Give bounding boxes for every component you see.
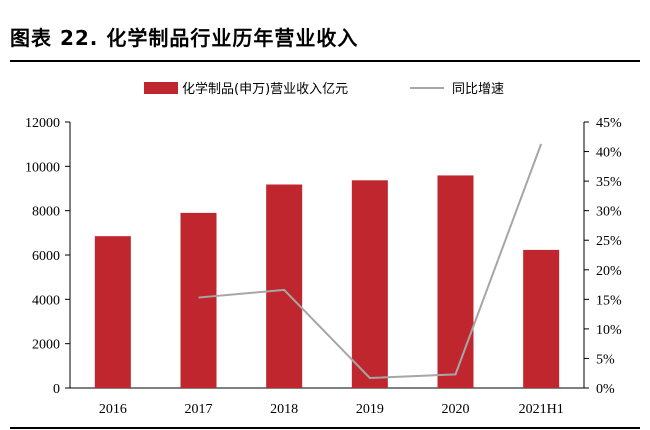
x-tick-label: 2018 [270,402,298,417]
right-tick-label: 25% [596,234,622,249]
right-tick-label: 35% [596,175,622,190]
legend-bar-label: 化学制品(申万)营业收入亿元 [182,81,348,97]
right-tick-label: 30% [596,205,622,220]
revenue-bar [180,212,217,388]
x-tick-label: 2019 [356,402,384,417]
legend-bar-swatch [144,82,178,94]
right-tick-label: 45% [596,116,622,131]
right-tick-label: 10% [596,323,622,338]
x-tick-label: 2016 [99,402,127,417]
x-tick-label: 2020 [442,402,470,417]
growth-line [198,143,543,379]
right-tick-label: 5% [596,352,615,367]
left-tick-label: 6000 [32,249,60,264]
right-tick-label: 0% [596,382,615,397]
right-tick-label: 15% [596,293,622,308]
revenue-bar [266,184,303,388]
revenue-bar [351,180,388,388]
x-tick-label: 2021H1 [519,402,564,417]
bars [94,175,560,388]
bottom-rule [10,427,640,429]
right-tick-label: 20% [596,264,622,279]
title-rule [10,60,640,62]
left-tick-label: 4000 [32,293,60,308]
legend-line-label: 同比增速 [452,82,504,97]
chart-title: 图表 22. 化学制品行业历年营业收入 [10,26,359,50]
right-tick-label: 40% [596,146,622,161]
left-tick-label: 0 [53,382,60,397]
legend: 化学制品(申万)营业收入亿元 同比增速 [144,81,504,97]
left-tick-label: 8000 [32,205,60,220]
left-tick-label: 12000 [25,116,60,131]
x-tick-label: 2017 [185,402,213,417]
left-tick-label: 10000 [25,160,60,175]
revenue-bar [523,249,560,388]
axes: 0 2000 4000 6000 8000 10000 12000 0% 5% 10% 15% 20%… [25,116,622,417]
revenue-bar [437,175,474,388]
revenue-bar [94,236,131,388]
left-tick-label: 2000 [32,338,60,353]
